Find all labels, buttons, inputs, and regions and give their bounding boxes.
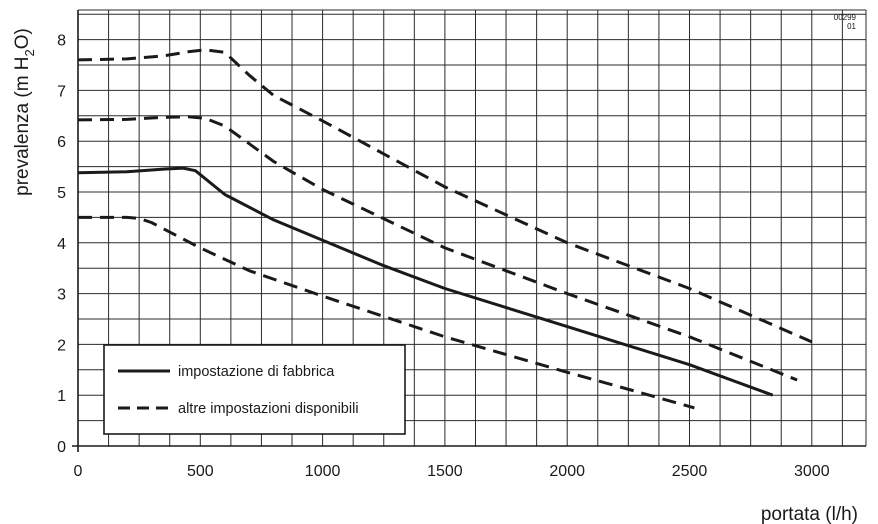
- y-tick-label: 6: [57, 134, 66, 151]
- series-layer: [77, 48, 813, 410]
- x-tick-label: 1500: [427, 463, 463, 480]
- y-tick-label: 3: [57, 287, 66, 304]
- figure-code-line2: 01: [847, 22, 856, 31]
- solid-curve-3: [77, 166, 774, 397]
- x-tick-label: 2500: [672, 463, 708, 480]
- legend: impostazione di fabbrica altre impostazi…: [103, 344, 406, 435]
- x-axis-title: portata (l/h): [761, 504, 858, 524]
- y-tick-label: 8: [57, 33, 66, 50]
- legend-box: [103, 344, 406, 435]
- dashed-curve-2: [77, 115, 798, 382]
- y-tick-label: 5: [57, 185, 66, 202]
- y-tick-label: 1: [57, 388, 66, 405]
- y-tick-label: 2: [57, 337, 66, 354]
- x-tick-label: 2000: [549, 463, 585, 480]
- dashed-curve-4: [78, 215, 695, 410]
- x-tick-label: 1000: [305, 463, 341, 480]
- x-tick-label: 0: [74, 463, 83, 480]
- x-tick-label: 3000: [794, 463, 830, 480]
- dashed-curve-1: [77, 48, 813, 344]
- y-axis-title: prevalenza (m H2O): [12, 28, 37, 196]
- legend-label-other: altre impostazioni disponibili: [178, 401, 359, 417]
- x-tick-label: 500: [187, 463, 214, 480]
- y-tick-label: 0: [57, 439, 66, 456]
- y-tick-labels: 0 1 2 3 4 5 6 7 8: [57, 33, 66, 456]
- legend-label-factory: impostazione di fabbrica: [178, 364, 335, 380]
- y-tick-label: 7: [57, 83, 66, 100]
- y-tick-label: 4: [57, 236, 66, 253]
- x-tick-labels: 0 500 1000 1500 2000 2500 3000: [74, 463, 830, 480]
- figure-code-line1: 00299: [834, 13, 857, 22]
